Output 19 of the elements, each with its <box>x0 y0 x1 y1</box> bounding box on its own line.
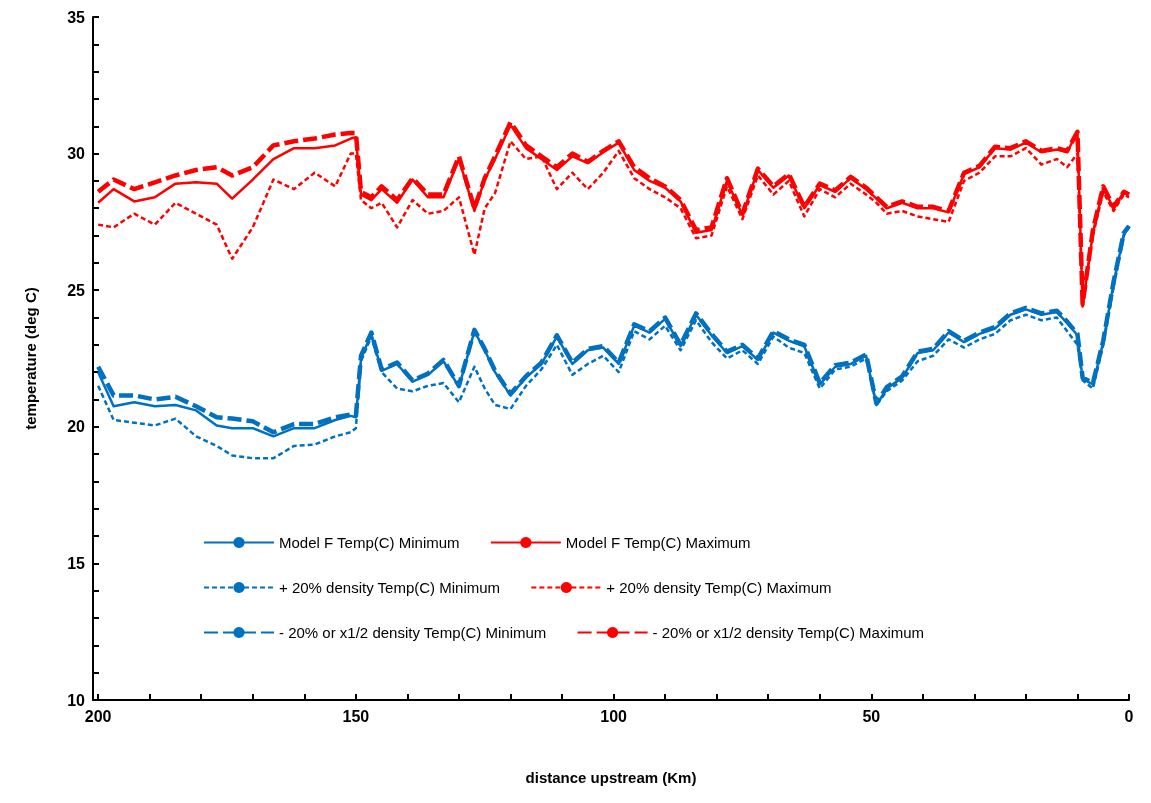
x-tick-label: 150 <box>342 707 370 725</box>
x-tick-label: 50 <box>862 707 881 725</box>
y-tick-label: 10 <box>67 691 86 709</box>
x-axis-title: distance upstream (Km) <box>525 769 697 786</box>
x-tick-label: 100 <box>600 707 628 725</box>
x-tick-label: 0 <box>1124 707 1134 725</box>
y-tick-label: 35 <box>67 8 86 26</box>
x-tick-label: 200 <box>84 707 112 725</box>
y-axis-title: temperature (deg C) <box>22 287 39 430</box>
y-tick-label: 30 <box>67 145 86 163</box>
y-tick-label: 25 <box>67 281 86 299</box>
y-tick-label: 20 <box>67 418 86 436</box>
legend-label: - 20% or x1/2 density Temp(C) Maximum <box>652 624 925 641</box>
legend-label: + 20% density Temp(C) Maximum <box>606 579 832 596</box>
y-tick-label: 15 <box>67 554 86 572</box>
legend-label: - 20% or x1/2 density Temp(C) Minimum <box>279 624 547 641</box>
legend-label: + 20% density Temp(C) Minimum <box>279 579 501 596</box>
legend-label: Model F Temp(C) Maximum <box>565 534 751 551</box>
legend-label: Model F Temp(C) Minimum <box>279 534 460 551</box>
